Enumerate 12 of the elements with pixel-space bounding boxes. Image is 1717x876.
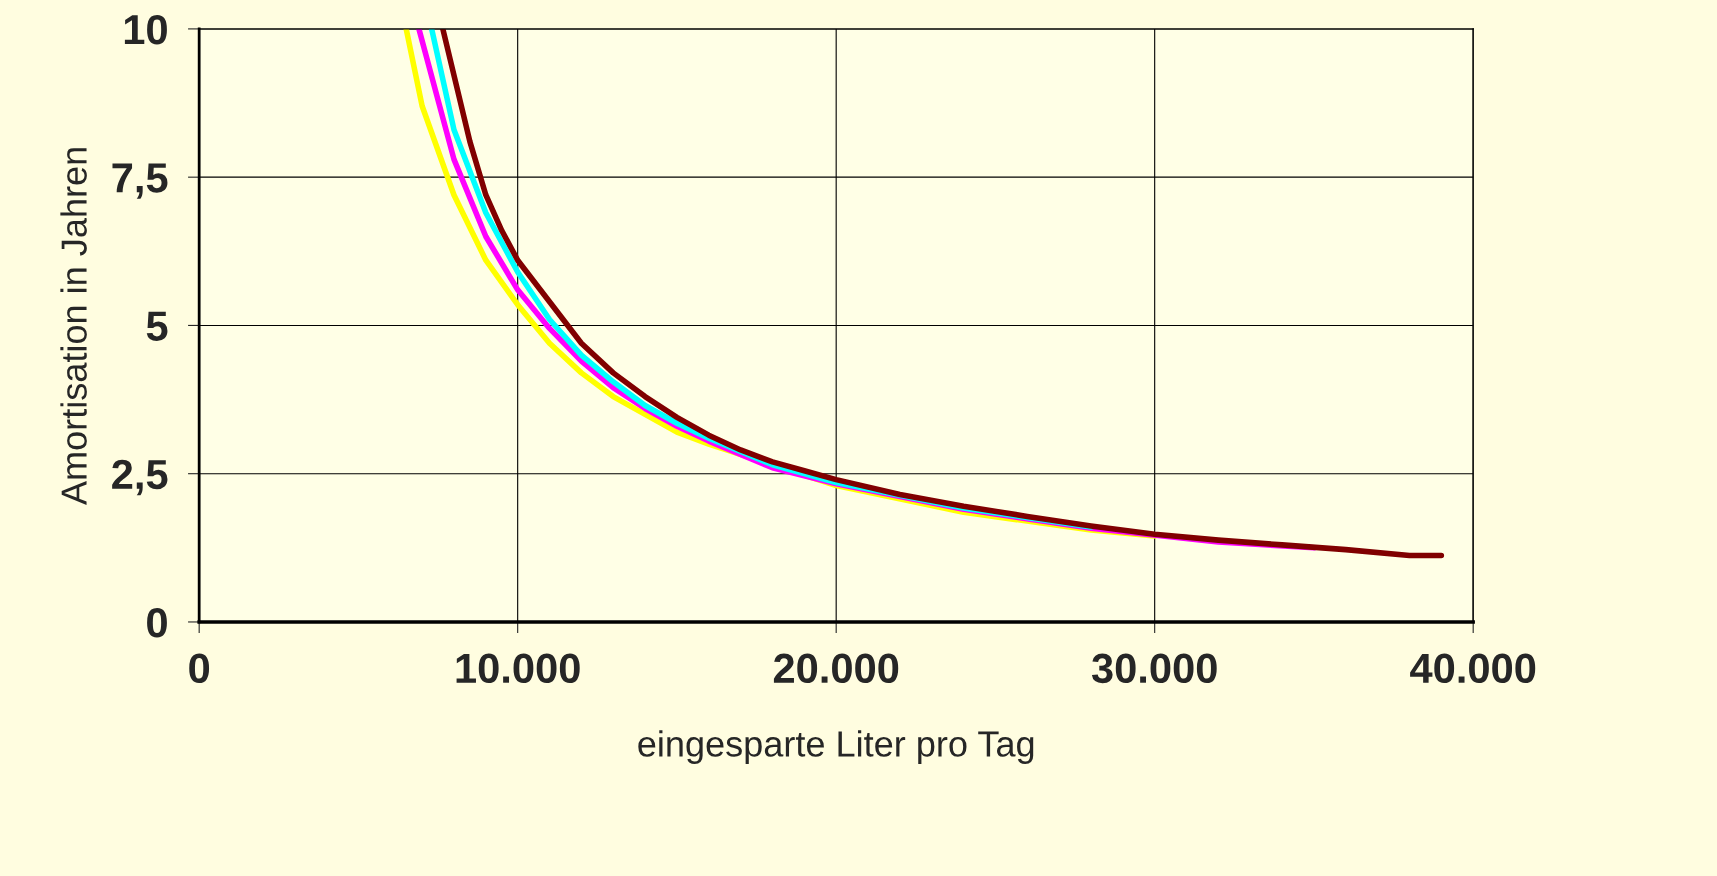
y-tick-label: 10 bbox=[124, 14, 167, 45]
x-tick-label: 10.000 bbox=[456, 653, 580, 684]
x-tick-label: 0 bbox=[189, 653, 210, 684]
y-tick-label: 5 bbox=[146, 311, 168, 341]
x-tick-label: 40.000 bbox=[1410, 653, 1536, 684]
x-axis-title: eingesparte Liter pro Tag bbox=[638, 730, 1034, 764]
y-tick-label: 2,5 bbox=[112, 459, 168, 496]
x-tick-label: 20.000 bbox=[773, 653, 899, 684]
y-tick-label: 7,5 bbox=[112, 163, 168, 199]
y-tick-label: 0 bbox=[147, 607, 167, 638]
y-axis-title: Amortisation in Jahren bbox=[60, 148, 87, 505]
x-tick-label: 30.000 bbox=[1091, 653, 1217, 684]
